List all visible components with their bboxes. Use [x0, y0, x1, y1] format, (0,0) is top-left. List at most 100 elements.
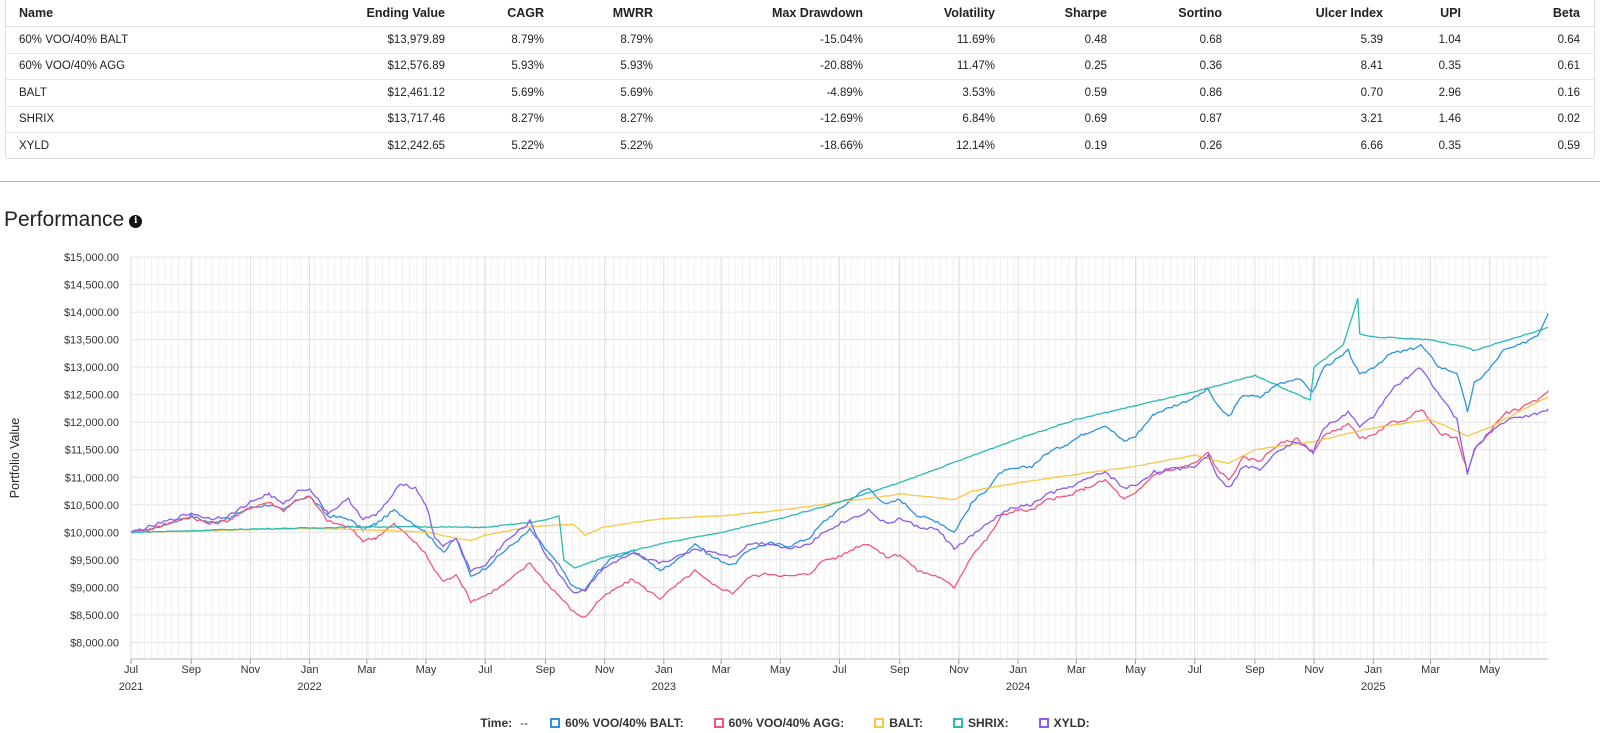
- legend-item[interactable]: BALT:: [874, 716, 923, 730]
- column-header[interactable]: MWRR: [544, 0, 653, 27]
- metric-cell: 8.79%: [544, 26, 653, 54]
- legend-label: SHRIX:: [967, 716, 1009, 730]
- column-header[interactable]: Beta: [1461, 0, 1594, 27]
- metric-cell: 8.27%: [445, 106, 544, 133]
- y-tick-label: $14,500.00: [64, 280, 119, 292]
- metric-cell: 5.22%: [620, 139, 653, 152]
- x-tick-label: May: [1479, 664, 1500, 676]
- x-tick-label: Nov: [595, 664, 615, 676]
- legend-item[interactable]: 60% VOO/40% BALT:: [550, 716, 684, 730]
- metric-cell: 5.93%: [445, 53, 544, 80]
- metric-cell: $12,242.65: [387, 139, 445, 152]
- y-tick-label: $8,000.00: [70, 637, 119, 649]
- metric-cell: -18.66%: [820, 139, 863, 152]
- series-line[interactable]: [130, 390, 1549, 618]
- performance-header: Performance i: [4, 208, 143, 232]
- table-row[interactable]: 60% VOO/40% BALT $13,979.89 8.79% 8.79% -15.…: [6, 26, 1594, 54]
- metric-cell: 5.69%: [544, 79, 653, 107]
- column-header[interactable]: Name: [6, 0, 186, 27]
- column-header[interactable]: CAGR: [445, 0, 544, 27]
- portfolio-name-cell: XYLD: [19, 139, 50, 152]
- column-header[interactable]: Sortino: [1107, 0, 1222, 27]
- x-tick-label: Jul: [832, 664, 846, 676]
- column-header[interactable]: Ending Value: [186, 0, 445, 27]
- metric-cell: -12.69%: [653, 106, 863, 133]
- legend-swatch: [550, 718, 561, 728]
- metric-cell: -20.88%: [653, 53, 863, 80]
- legend-item[interactable]: SHRIX:: [952, 716, 1009, 730]
- legend-time: Time: --: [480, 716, 528, 730]
- metric-cell: 1.04: [1383, 26, 1461, 54]
- info-icon[interactable]: i: [129, 214, 143, 228]
- metric-cell: 0.87: [1107, 106, 1222, 133]
- x-tick-label: Jul: [124, 664, 138, 676]
- metric-cell: $12,576.89: [186, 53, 445, 80]
- metric-cell: $13,717.46: [186, 106, 445, 133]
- legend-label: XYLD:: [1053, 716, 1090, 730]
- metric-cell: 11.47%: [863, 53, 995, 80]
- series-lines: [130, 297, 1549, 618]
- metric-cell: $12,461.12: [186, 79, 445, 107]
- legend-swatch: [713, 718, 724, 728]
- x-year-label: 2025: [1361, 681, 1385, 693]
- metric-cell: 5.93%: [544, 53, 653, 80]
- metric-cell: 0.35: [1383, 53, 1461, 80]
- table-row[interactable]: 60% VOO/40% AGG $12,576.89 5.93% 5.93% -20.8…: [6, 53, 1594, 80]
- x-tick-label: Sep: [1245, 664, 1265, 676]
- y-tick-label: $13,000.00: [64, 362, 119, 374]
- table-row[interactable]: BALT $12,461.12 5.69% 5.69% -4.89% 3.53% 0.59 0…: [6, 79, 1594, 107]
- x-tick-label: Jul: [478, 664, 492, 676]
- chart-legend: Time: -- 60% VOO/40% BALT: 60% VOO/40% AGG…: [0, 714, 1600, 732]
- series-line[interactable]: [130, 297, 1549, 569]
- series-line[interactable]: [130, 367, 1549, 594]
- grid: [130, 256, 1548, 659]
- metric-cell: -15.04%: [653, 26, 863, 54]
- y-tick-label: $9,000.00: [70, 582, 119, 594]
- metric-cell: 5.39: [1222, 26, 1383, 54]
- y-tick-label: $9,500.00: [70, 555, 119, 567]
- metric-cell: 5.69%: [445, 79, 544, 107]
- metric-cell: 0.61: [1461, 53, 1594, 80]
- x-tick-label: Mar: [1421, 664, 1440, 676]
- metric-cell: 0.68: [1107, 26, 1222, 54]
- column-header[interactable]: Max Drawdown: [653, 0, 863, 27]
- metric-cell: 0.26: [1199, 139, 1222, 152]
- y-tick-label: $14,000.00: [64, 307, 119, 319]
- x-tick-label: Sep: [536, 664, 556, 676]
- legend-label: 60% VOO/40% AGG:: [728, 716, 845, 730]
- legend-item[interactable]: 60% VOO/40% AGG:: [713, 716, 845, 730]
- metric-cell: 6.84%: [863, 106, 995, 133]
- table-row[interactable]: SHRIX $13,717.46 8.27% 8.27% -12.69% 6.84% 0.6…: [6, 106, 1594, 133]
- x-tick-label: Sep: [890, 664, 910, 676]
- column-header[interactable]: UPI: [1383, 0, 1461, 27]
- metric-cell: 3.21: [1222, 106, 1383, 133]
- y-tick-label: $10,000.00: [64, 527, 119, 539]
- column-header[interactable]: Sharpe: [995, 0, 1107, 27]
- legend-items: 60% VOO/40% BALT: 60% VOO/40% AGG: BALT: SH…: [550, 716, 1120, 730]
- x-tick-label: Sep: [181, 664, 201, 676]
- legend-time-label: Time:: [480, 716, 513, 730]
- metric-cell: 8.27%: [544, 106, 653, 133]
- x-tick-label: May: [1125, 664, 1146, 676]
- metric-cell: 0.64: [1461, 26, 1594, 54]
- metric-cell: 0.59: [1557, 139, 1580, 152]
- legend-swatch: [952, 718, 963, 728]
- metric-cell: 0.86: [1107, 79, 1222, 107]
- metrics-table-container: Name Ending Value CAGR MWRR Max Drawdown Vola…: [5, 0, 1595, 159]
- portfolio-name-cell: 60% VOO/40% AGG: [6, 53, 186, 80]
- column-header[interactable]: Ulcer Index: [1222, 0, 1383, 27]
- legend-time-value: --: [520, 716, 529, 730]
- table-row[interactable]: XYLD $12,242.65 5.22% 5.22% -18.66% 12.14% 0.1…: [6, 133, 1594, 159]
- metric-cell: 2.96: [1383, 79, 1461, 107]
- x-tick-label: Jan: [655, 664, 673, 676]
- legend-item[interactable]: XYLD:: [1038, 716, 1090, 730]
- column-header[interactable]: Volatility: [863, 0, 995, 27]
- x-year-label: 2023: [652, 681, 676, 693]
- metric-cell: 0.16: [1461, 79, 1594, 107]
- x-tick-label: Jan: [1364, 664, 1382, 676]
- table-body: 60% VOO/40% BALT $13,979.89 8.79% 8.79% -15.…: [6, 26, 1594, 159]
- metric-cell: 0.69: [995, 106, 1107, 133]
- metric-cell: 0.02: [1461, 106, 1594, 133]
- metric-cell: 6.66: [1360, 139, 1383, 152]
- legend-swatch: [1038, 718, 1049, 728]
